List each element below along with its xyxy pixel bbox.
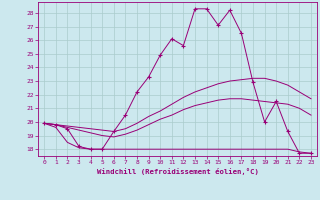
X-axis label: Windchill (Refroidissement éolien,°C): Windchill (Refroidissement éolien,°C): [97, 168, 259, 175]
